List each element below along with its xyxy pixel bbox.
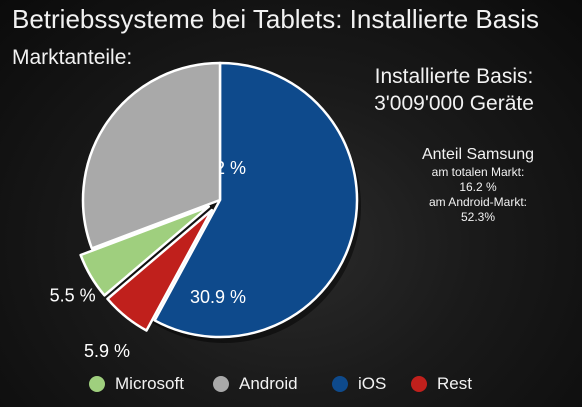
pie-label-microsoft: 5.5 % — [50, 286, 96, 306]
legend-swatch-rest — [411, 376, 427, 392]
installed-base-info: Installierte Basis: 3'009'000 Geräte — [344, 63, 564, 117]
legend-label-microsoft: Microsoft — [115, 374, 184, 393]
samsung-android-label: am Android-Markt: — [428, 195, 528, 209]
legend-swatch-ios — [332, 376, 348, 392]
legend-swatch-android — [213, 376, 229, 392]
legend-item-ios: iOS — [332, 374, 386, 394]
installed-base-label: Installierte Basis: — [374, 65, 534, 88]
legend-label-ios: iOS — [358, 374, 387, 393]
pie-slice-rest — [106, 208, 214, 332]
installed-base-value: 3'009'000 Geräte — [374, 92, 534, 115]
chart-legend: Microsoft Android iOS Rest — [0, 374, 582, 404]
chart-subtitle: Marktanteile: — [12, 46, 133, 69]
legend-item-rest: Rest — [411, 374, 472, 394]
legend-label-rest: Rest — [437, 374, 472, 393]
legend-item-android: Android — [213, 374, 298, 394]
legend-swatch-microsoft — [89, 376, 105, 392]
pie-slice-android — [81, 61, 222, 250]
pie-slice-ios — [153, 61, 359, 339]
samsung-total-label: am totalen Markt: — [431, 165, 525, 179]
legend-label-android: Android — [239, 374, 298, 393]
pie-label-rest: 5.9 % — [84, 341, 130, 361]
chart-title: Betriebssysteme bei Tablets: Installiert… — [12, 4, 539, 34]
samsung-android-value: 52.3% — [460, 210, 496, 224]
samsung-share-info: Anteil Samsung am totalen Markt: 16.2 % … — [398, 145, 558, 225]
pie-label-android: 30.9 % — [190, 287, 246, 307]
legend-item-microsoft: Microsoft — [89, 374, 184, 394]
samsung-total-value: 16.2 % — [459, 180, 497, 194]
samsung-share-heading: Anteil Samsung — [421, 146, 535, 163]
pie-slice-microsoft — [79, 205, 211, 297]
